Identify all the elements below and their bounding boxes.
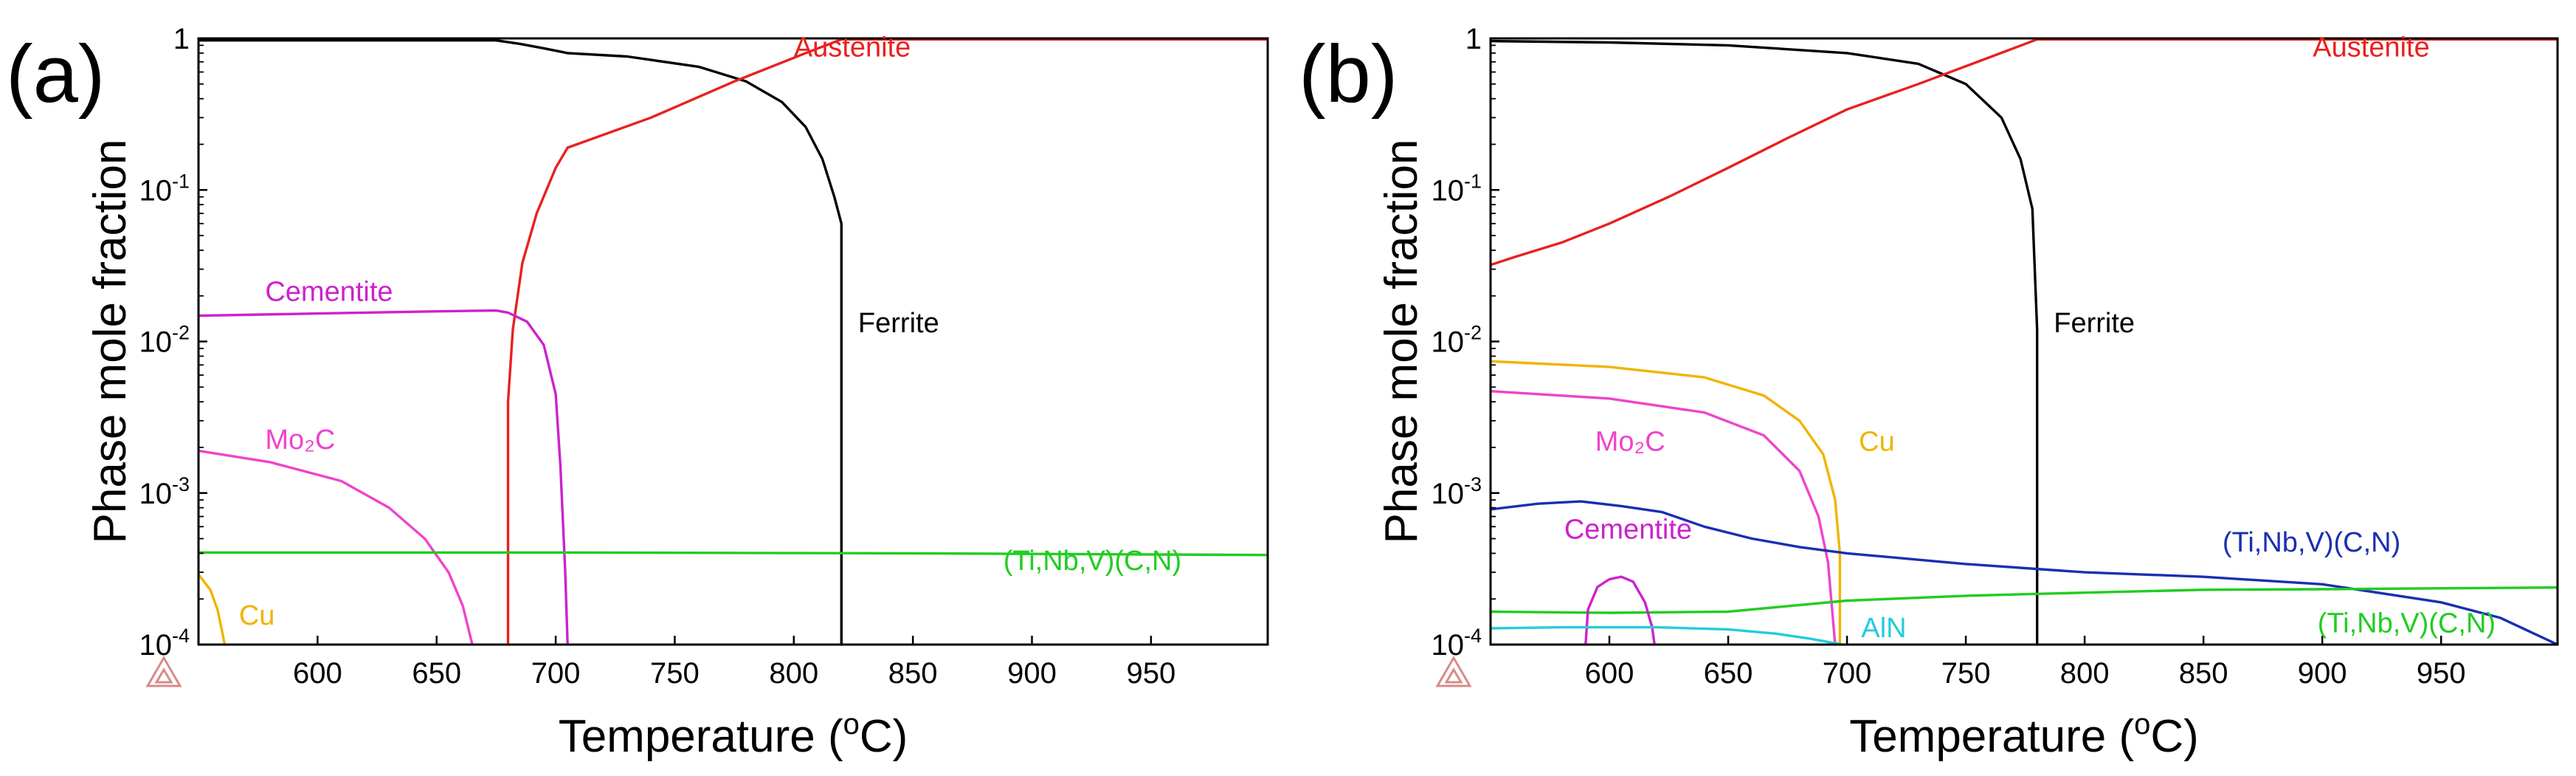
panel-label: (a) <box>6 29 105 120</box>
series-line-mo2c <box>198 449 474 646</box>
series-label-aln: AlN <box>1861 613 1906 644</box>
series-label--ti-nb-v-c-n-blue: (Ti,Nb,V)(C,N) <box>2223 527 2400 558</box>
series-line--ti-nb-v-c-n- <box>198 551 1268 557</box>
x-tick-label: 950 <box>2417 657 2466 690</box>
x-tick-label: 600 <box>293 657 342 690</box>
series-line-cu <box>1491 360 1842 646</box>
x-tick-label: 850 <box>888 657 938 690</box>
x-tick-label: 900 <box>1007 657 1057 690</box>
series-label-mo2c: Mo₂C <box>1595 427 1665 458</box>
x-tick-label: 700 <box>1823 657 1872 690</box>
series-line-austenite <box>1491 38 2558 267</box>
chart-panel-a: (a) 600 650 700 750 800 850 900 950 1 10-1 10-2 10-3… <box>6 23 1269 762</box>
x-tick-label: 650 <box>412 657 461 690</box>
x-tick-label: 700 <box>531 657 581 690</box>
series-label-cu: Cu <box>1859 427 1895 458</box>
y-tick-label: 10-3 <box>1431 473 1482 510</box>
y-tick-label: 10-4 <box>1431 625 1482 662</box>
chart-panel-b: (b) 600 650 700 750 800 850 900 950 1 10-1 10-2 10-3… <box>1299 23 2559 762</box>
x-tick-label: 950 <box>1126 657 1175 690</box>
series-label--ti-nb-v-c-n-: (Ti,Nb,V)(C,N) <box>1004 546 1181 577</box>
series-line-cementite <box>198 309 569 646</box>
series-line--ti-nb-v-c-n-green <box>1491 586 2558 614</box>
series-label--ti-nb-v-c-n-green: (Ti,Nb,V)(C,N) <box>2318 608 2496 639</box>
series-line-ferrite <box>198 39 843 646</box>
y-axis-title: Phase mole fraction <box>85 140 136 544</box>
thermo-logo-icon <box>145 656 182 687</box>
series-label-austenite: Austenite <box>2313 32 2429 63</box>
series-label-cu: Cu <box>239 600 275 631</box>
x-axis-title: Temperature (oC) <box>559 708 908 762</box>
y-tick-label: 10-1 <box>1431 170 1482 207</box>
series-line-cu <box>198 573 227 646</box>
series-line--ti-nb-v-c-n-blue <box>1491 500 2558 646</box>
x-tick-label: 900 <box>2298 657 2347 690</box>
series-line-austenite <box>506 38 1268 646</box>
series-label-cementite: Cementite <box>1564 515 1692 546</box>
series-group <box>1491 38 2558 646</box>
y-tick-label: 1 <box>1465 23 1482 55</box>
x-tick-label: 600 <box>1585 657 1634 690</box>
x-tick-label: 650 <box>1704 657 1753 690</box>
series-label-ferrite: Ferrite <box>858 308 939 339</box>
y-tick-label: 1 <box>173 23 190 55</box>
x-tick-label: 800 <box>769 657 818 690</box>
y-tick-label: 10-2 <box>139 322 190 359</box>
x-tick-label: 850 <box>2179 657 2228 690</box>
series-label-mo2c: Mo₂C <box>265 425 335 456</box>
panel-label: (b) <box>1299 29 1398 120</box>
series-line-mo2c <box>1491 390 1837 646</box>
series-label-cementite: Cementite <box>265 277 393 308</box>
y-tick-label: 10-4 <box>139 625 190 662</box>
x-tick-label: 750 <box>1941 657 1991 690</box>
series-line-cementite <box>1584 575 1656 646</box>
y-tick-label: 10-3 <box>139 473 190 510</box>
y-tick-label: 10-1 <box>139 170 190 207</box>
series-line-aln <box>1491 625 1844 646</box>
series-label-austenite: Austenite <box>794 32 911 63</box>
x-tick-label: 750 <box>650 657 700 690</box>
series-line-ferrite <box>1491 39 2039 646</box>
x-axis-title: Temperature (oC) <box>1849 708 2199 762</box>
series-label-ferrite: Ferrite <box>2054 308 2135 339</box>
series-group <box>198 38 1268 646</box>
x-tick-label: 800 <box>2060 657 2110 690</box>
y-tick-label: 10-2 <box>1431 322 1482 359</box>
thermo-logo-icon <box>1435 656 1472 687</box>
y-axis-title: Phase mole fraction <box>1376 140 1427 544</box>
